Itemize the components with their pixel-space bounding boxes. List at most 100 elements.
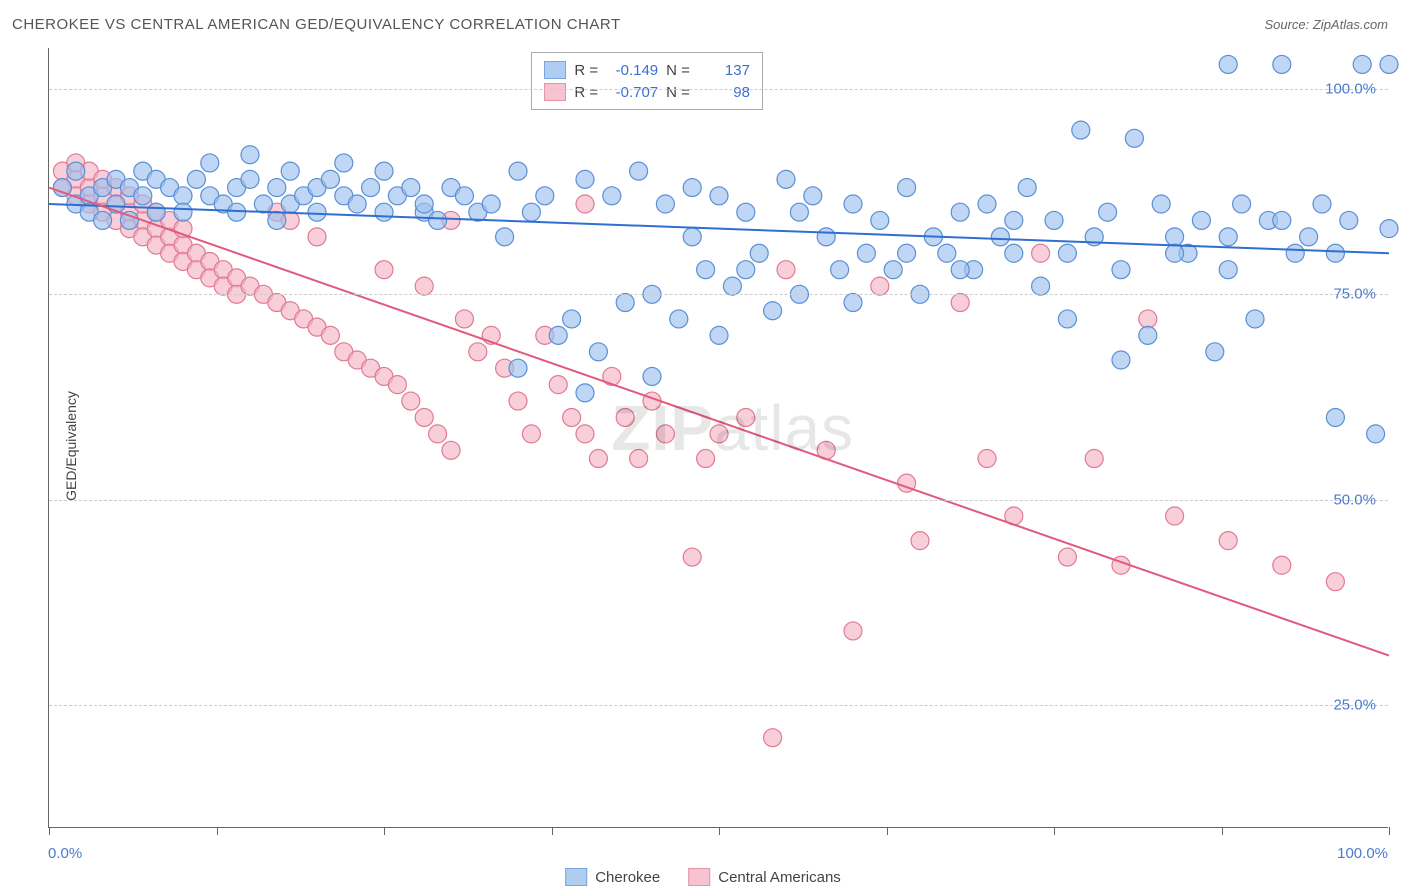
scatter-point-cherokee	[1380, 55, 1398, 73]
scatter-point-central	[697, 450, 715, 468]
y-tick-label: 50.0%	[1333, 491, 1376, 508]
scatter-point-cherokee	[536, 187, 554, 205]
scatter-point-central	[1032, 244, 1050, 262]
scatter-point-cherokee	[898, 244, 916, 262]
scatter-point-central	[764, 729, 782, 747]
scatter-point-central	[978, 450, 996, 468]
x-tick	[887, 827, 888, 835]
scatter-point-cherokee	[1367, 425, 1385, 443]
scatter-point-cherokee	[268, 179, 286, 197]
scatter-point-cherokee	[335, 154, 353, 172]
scatter-point-cherokee	[1286, 244, 1304, 262]
scatter-point-cherokee	[482, 195, 500, 213]
scatter-point-cherokee	[1353, 55, 1371, 73]
x-axis-max-label: 100.0%	[1337, 845, 1388, 862]
scatter-point-cherokee	[576, 170, 594, 188]
scatter-point-cherokee	[576, 384, 594, 402]
scatter-point-central	[442, 441, 460, 459]
scatter-point-cherokee	[643, 367, 661, 385]
scatter-point-central	[549, 376, 567, 394]
scatter-point-cherokee	[375, 203, 393, 221]
swatch-central	[688, 868, 710, 886]
x-tick	[49, 827, 50, 835]
scatter-point-central	[871, 277, 889, 295]
scatter-point-cherokee	[174, 203, 192, 221]
scatter-point-cherokee	[898, 179, 916, 197]
scatter-point-cherokee	[1233, 195, 1251, 213]
gridline	[49, 705, 1388, 706]
scatter-point-cherokee	[764, 302, 782, 320]
scatter-point-central	[737, 408, 755, 426]
scatter-point-cherokee	[1206, 343, 1224, 361]
r-value: -0.149	[606, 62, 658, 79]
scatter-point-cherokee	[1058, 244, 1076, 262]
scatter-point-cherokee	[201, 154, 219, 172]
scatter-point-cherokee	[683, 228, 701, 246]
scatter-point-cherokee	[884, 261, 902, 279]
scatter-point-cherokee	[831, 261, 849, 279]
scatter-point-cherokee	[1125, 129, 1143, 147]
legend-stats-row: R = -0.149 N = 137	[544, 59, 750, 81]
scatter-point-cherokee	[321, 170, 339, 188]
scatter-point-cherokee	[1300, 228, 1318, 246]
x-tick	[1054, 827, 1055, 835]
scatter-point-cherokee	[1273, 55, 1291, 73]
scatter-point-central	[388, 376, 406, 394]
scatter-point-cherokee	[630, 162, 648, 180]
scatter-point-central	[509, 392, 527, 410]
scatter-point-cherokee	[1326, 408, 1344, 426]
legend-item-central: Central Americans	[688, 868, 841, 886]
scatter-point-cherokee	[281, 162, 299, 180]
scatter-point-cherokee	[94, 211, 112, 229]
scatter-point-central	[1326, 573, 1344, 591]
trend-line-cherokee	[49, 204, 1389, 253]
gridline	[49, 500, 1388, 501]
scatter-point-cherokee	[978, 195, 996, 213]
scatter-point-central	[1085, 450, 1103, 468]
scatter-point-cherokee	[857, 244, 875, 262]
x-tick	[384, 827, 385, 835]
x-axis-min-label: 0.0%	[48, 845, 82, 862]
scatter-point-cherokee	[1018, 179, 1036, 197]
scatter-point-cherokee	[1340, 211, 1358, 229]
scatter-point-cherokee	[308, 203, 326, 221]
scatter-point-cherokee	[723, 277, 741, 295]
x-tick	[552, 827, 553, 835]
scatter-point-cherokee	[455, 187, 473, 205]
scatter-point-cherokee	[429, 211, 447, 229]
scatter-point-cherokee	[1032, 277, 1050, 295]
scatter-point-cherokee	[348, 195, 366, 213]
x-tick	[719, 827, 720, 835]
scatter-point-cherokee	[174, 187, 192, 205]
scatter-point-cherokee	[563, 310, 581, 328]
source-attribution: Source: ZipAtlas.com	[1264, 17, 1388, 32]
scatter-point-cherokee	[656, 195, 674, 213]
scatter-point-central	[683, 548, 701, 566]
scatter-point-central	[522, 425, 540, 443]
scatter-point-cherokee	[777, 170, 795, 188]
scatter-point-cherokee	[522, 203, 540, 221]
swatch-central	[544, 83, 566, 101]
r-label: R =	[574, 62, 598, 79]
scatter-point-cherokee	[1166, 228, 1184, 246]
gridline	[49, 89, 1388, 90]
scatter-point-cherokee	[1045, 211, 1063, 229]
n-label: N =	[666, 62, 690, 79]
scatter-point-cherokee	[1192, 211, 1210, 229]
plot-area: ZIPatlas R = -0.149 N = 137 R = -0.707 N…	[48, 48, 1388, 828]
legend-label: Central Americans	[718, 869, 841, 886]
scatter-point-cherokee	[1099, 203, 1117, 221]
scatter-point-central	[375, 261, 393, 279]
scatter-point-central	[402, 392, 420, 410]
scatter-point-central	[415, 408, 433, 426]
scatter-point-cherokee	[509, 359, 527, 377]
scatter-point-cherokee	[254, 195, 272, 213]
scatter-point-cherokee	[1313, 195, 1331, 213]
scatter-point-central	[616, 408, 634, 426]
scatter-point-cherokee	[1246, 310, 1264, 328]
gridline	[49, 294, 1388, 295]
scatter-point-central	[844, 622, 862, 640]
scatter-point-cherokee	[1166, 244, 1184, 262]
n-label: N =	[666, 84, 690, 101]
scatter-point-central	[1139, 310, 1157, 328]
